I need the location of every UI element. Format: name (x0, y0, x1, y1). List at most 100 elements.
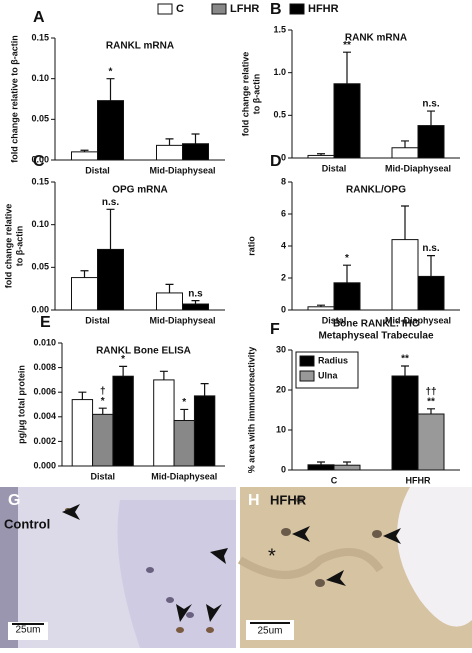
significance-label: * (109, 66, 113, 77)
bar (71, 277, 98, 311)
bar (307, 464, 335, 471)
error-bar (119, 365, 128, 377)
y-tick-label: 30 (276, 344, 286, 354)
scale-label: 25um (257, 626, 282, 637)
bar (333, 83, 361, 159)
y-axis-label: ratio (246, 236, 256, 256)
y-tick-label: 6 (281, 208, 286, 218)
bar (153, 379, 175, 467)
y-tick-label: 10 (276, 424, 286, 434)
error-bar (191, 300, 200, 305)
significance-label: * (101, 396, 105, 407)
y-tick-label: 0.006 (33, 387, 56, 397)
micrograph-h (237, 487, 472, 648)
panel-letter: E (40, 314, 51, 331)
bar (333, 464, 361, 471)
legend-swatch (211, 3, 227, 15)
micrograph-g (0, 487, 236, 648)
y-tick-label: 0.002 (33, 436, 56, 446)
error-bar (159, 370, 168, 380)
error-bar (165, 283, 174, 293)
y-axis-label: to β-actin (14, 226, 24, 267)
panel-letter: G (8, 492, 20, 509)
legend-label: LFHR (230, 3, 259, 15)
panel-letter: B (270, 1, 282, 18)
legend-label: C (176, 3, 184, 15)
significance-label: * (121, 354, 125, 365)
x-tick-label: Distal (322, 163, 347, 173)
significance-label: n.s (188, 288, 203, 299)
y-tick-label: 0.15 (31, 32, 49, 42)
error-bar (401, 140, 409, 148)
y-tick-label: 8 (281, 176, 286, 186)
chart-title: RANKL mRNA (106, 41, 174, 52)
significance-label: ** (343, 40, 351, 51)
y-tick-label: 0.5 (273, 110, 286, 120)
y-tick-label: 2 (281, 272, 286, 282)
error-bar (427, 110, 435, 126)
bar (182, 143, 209, 161)
chart-title: RANKL/OPG (346, 185, 406, 196)
y-tick-label: 0 (281, 152, 286, 162)
bar (182, 303, 209, 311)
y-axis-label: fold change relative to β-actin (9, 35, 19, 163)
y-tick-label: 1.0 (273, 67, 286, 77)
chart-title: OPG mRNA (112, 185, 168, 196)
error-bar (106, 78, 115, 101)
x-tick-label: C (331, 475, 338, 485)
y-tick-label: 1.5 (273, 24, 286, 34)
significance-label: †† (425, 386, 436, 397)
bar (156, 144, 183, 161)
legend-label: Ulna (318, 370, 338, 380)
y-tick-label: 0.05 (31, 114, 49, 124)
y-tick-label: 0.00 (31, 154, 49, 164)
image-mark: * (268, 545, 276, 567)
legend-swatch (299, 370, 315, 382)
bar (417, 413, 445, 471)
x-tick-label: Mid-Diaphyseal (149, 315, 215, 325)
error-bar (165, 138, 174, 146)
significance-label: † (100, 386, 106, 397)
chart-title: RANK mRNA (345, 33, 407, 44)
bar (71, 399, 94, 467)
significance-label: * (182, 397, 186, 408)
chart-title: Metaphyseal Trabeculae (318, 331, 433, 342)
error-bar (98, 407, 107, 415)
y-axis-label: to β-actin (251, 74, 261, 115)
significance-label: * (345, 253, 349, 264)
y-axis-label: pg/µg total protein (16, 365, 26, 444)
legend-swatch (157, 3, 173, 15)
error-bar (343, 51, 351, 84)
y-tick-label: 20 (276, 384, 286, 394)
bar (307, 154, 335, 159)
bar (417, 125, 445, 159)
significance-label: n.s. (422, 243, 439, 254)
panel-letter: F (270, 321, 280, 338)
legend-label: Radius (318, 355, 348, 365)
error-bar (427, 255, 435, 277)
panel-letter: D (270, 153, 282, 170)
x-tick-label: Distal (322, 315, 347, 325)
y-tick-label: 0.10 (31, 219, 49, 229)
x-tick-label: Distal (85, 165, 110, 175)
bar (193, 395, 216, 467)
error-bar (200, 382, 209, 396)
legend-swatch (289, 3, 305, 15)
error-bar (317, 461, 325, 465)
panel-letter: A (33, 9, 45, 26)
bar (112, 375, 134, 467)
bar (307, 306, 335, 311)
bar (156, 292, 183, 311)
bar (391, 239, 419, 311)
error-bar (401, 365, 409, 376)
error-bar (78, 391, 87, 400)
y-tick-label: 0.008 (33, 362, 56, 372)
error-bar (317, 304, 325, 307)
y-axis-label: % area with immunoreactivity (246, 347, 256, 474)
legend-swatch (299, 355, 315, 367)
y-tick-label: 0.05 (31, 262, 49, 272)
panel-letter: H (248, 492, 260, 509)
bar (97, 100, 124, 161)
scale-label: 25um (15, 625, 40, 636)
